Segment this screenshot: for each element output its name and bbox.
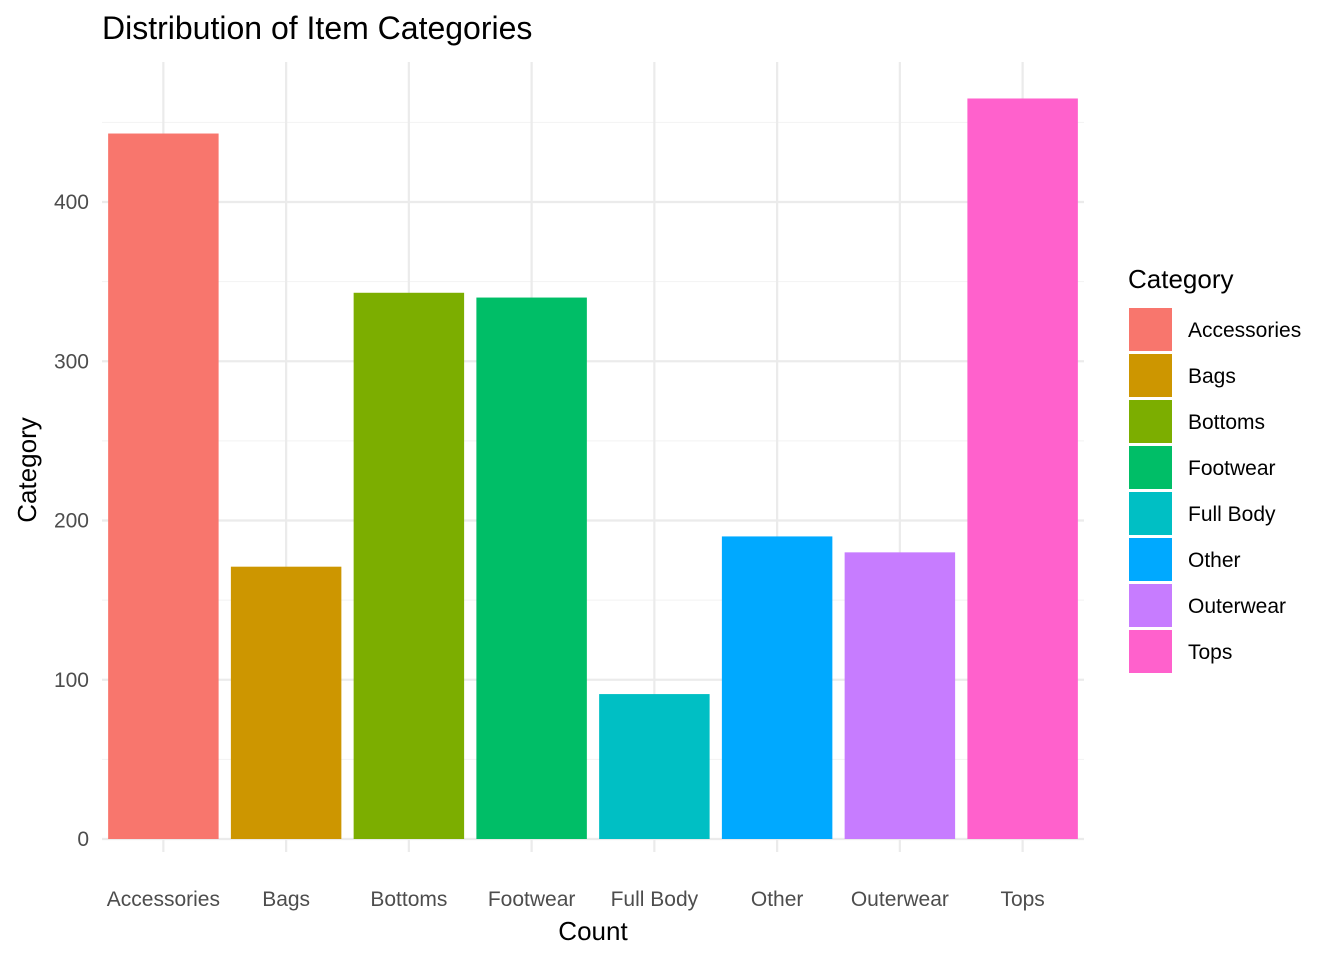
x-tick-label: Accessories — [107, 888, 220, 911]
x-tick-label: Bags — [262, 888, 310, 911]
bar-outerwear — [844, 552, 956, 839]
y-tick-label: 300 — [54, 350, 89, 373]
legend-label: Outerwear — [1188, 595, 1286, 618]
x-tick-label: Tops — [1000, 888, 1044, 911]
bar-full-body — [599, 694, 710, 839]
bar-footwear — [476, 297, 587, 839]
y-tick-label: 0 — [77, 828, 89, 851]
y-axis-title: Category — [12, 417, 42, 523]
legend-swatch — [1129, 400, 1172, 443]
x-tick-label: Footwear — [488, 888, 576, 911]
x-tick-label: Other — [751, 888, 804, 911]
x-axis-ticks: Accessories Bags Bottoms Footwear Full Body O… — [107, 888, 1045, 911]
legend-label: Other — [1188, 549, 1241, 572]
x-tick-label: Bottoms — [370, 888, 447, 911]
bar-bottoms — [353, 292, 465, 840]
y-tick-label: 400 — [54, 191, 89, 214]
legend-swatch — [1129, 308, 1172, 351]
legend-swatch — [1129, 492, 1172, 535]
legend-swatch — [1129, 538, 1172, 581]
y-axis-ticks: 0 100 200 300 400 — [54, 191, 89, 851]
bar-other — [721, 536, 833, 839]
x-tick-label: Full Body — [611, 888, 699, 911]
legend-swatch — [1129, 446, 1172, 489]
legend-label: Bottoms — [1188, 411, 1265, 434]
legend-label: Accessories — [1188, 319, 1301, 342]
legend-label: Full Body — [1188, 503, 1276, 526]
y-tick-label: 100 — [54, 669, 89, 692]
x-axis-title: Count — [558, 916, 628, 946]
legend-label: Footwear — [1188, 457, 1276, 480]
bar-tops — [967, 98, 1078, 840]
legend: Category Accessories Bags Bottoms Footwear F… — [1128, 264, 1301, 673]
legend-label: Bags — [1188, 365, 1236, 388]
legend-label: Tops — [1188, 641, 1232, 664]
chart-title: Distribution of Item Categories — [102, 10, 532, 46]
x-tick-label: Outerwear — [851, 888, 949, 911]
y-tick-label: 200 — [54, 510, 89, 533]
bar-accessories — [108, 133, 219, 839]
bar-bags — [230, 566, 342, 839]
legend-title: Category — [1128, 264, 1234, 294]
bars — [108, 98, 1078, 840]
legend-swatch — [1129, 584, 1172, 627]
legend-swatch — [1129, 630, 1172, 673]
legend-swatch — [1129, 354, 1172, 397]
